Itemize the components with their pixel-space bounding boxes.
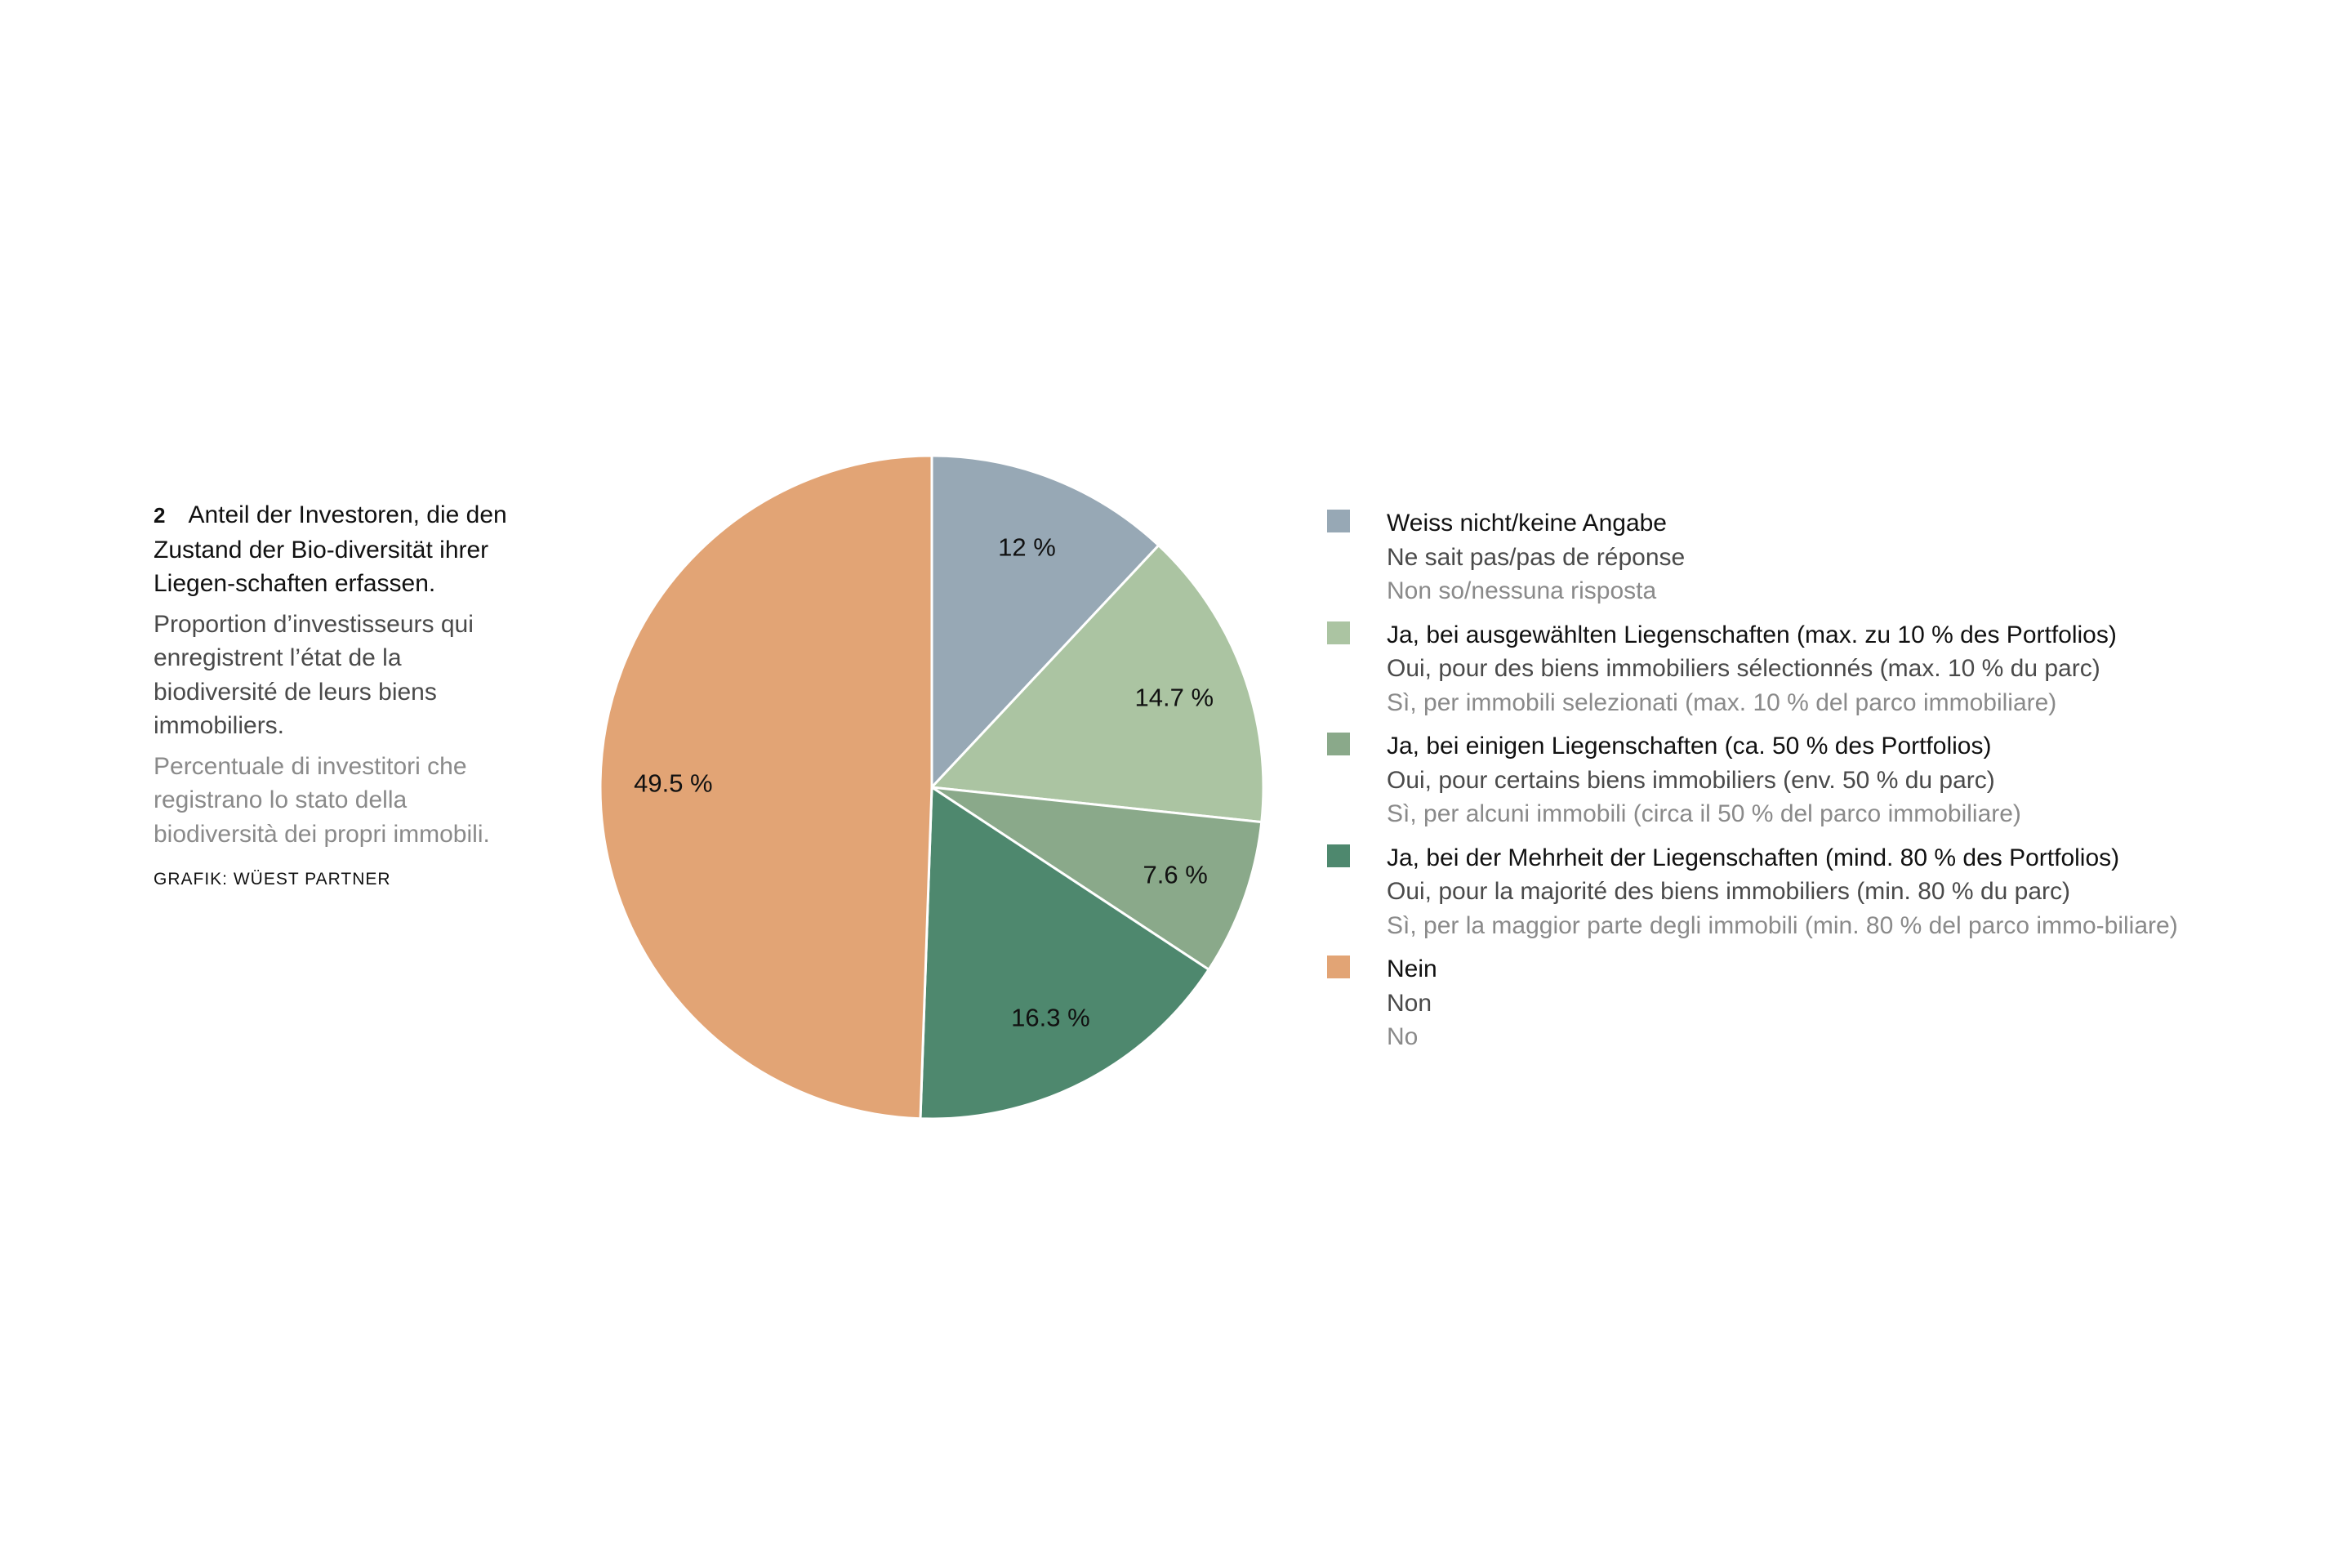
legend-label-de: Ja, bei ausgewählten Liegenschaften (max… [1387,621,2117,648]
legend-item: Weiss nicht/keine Angabe Ne sait pas/pas … [1327,506,2266,608]
legend-swatch [1327,956,1350,978]
legend-item: Nein Non No [1327,952,2266,1054]
slice-data-label: 14.7 % [1135,684,1214,712]
legend-item: Ja, bei einigen Liegenschaften (ca. 50 %… [1327,729,2266,831]
legend-swatch [1327,510,1350,532]
legend-label-fr: Ne sait pas/pas de réponse [1387,543,1686,571]
legend-label-it: Non so/nessuna risposta [1387,577,1657,604]
legend-label-it: No [1387,1023,1419,1050]
slice-data-label: 12 % [998,533,1056,562]
pie-slice-1 [929,543,1265,824]
legend-label-de: Ja, bei der Mehrheit der Liegenschaften … [1387,844,2120,871]
legend: Weiss nicht/keine Angabe Ne sait pas/pas … [1327,506,2266,1064]
source-note: GRAFIK: WÜEST PARTNER [154,870,391,889]
legend-swatch [1327,844,1350,867]
legend-label-fr: Oui, pour des biens immobiliers sélectio… [1387,655,2100,682]
figure-number: 2 [154,503,166,528]
slice-data-label: 49.5 % [634,769,713,798]
legend-label-de: Ja, bei einigen Liegenschaften (ca. 50 %… [1387,733,1992,760]
legend-label-it: Sì, per la maggior parte degli immobili … [1387,911,2178,939]
slice-data-label: 16.3 % [1011,1003,1090,1031]
pie-slice-4 [599,454,933,1120]
pie-slice-3 [919,785,1211,1120]
pie-slice-2 [931,786,1263,972]
caption-title-fr: Proportion d’investisseurs qui enregistr… [154,610,474,740]
slice-data-label: 7.6 % [1143,861,1208,889]
legend-swatch [1327,621,1350,644]
pie-slice-0 [930,454,1160,791]
legend-label-it: Sì, per alcuni immobili (circa il 50 % d… [1387,800,2021,827]
legend-label-fr: Oui, pour certains biens immobiliers (en… [1387,766,1995,794]
legend-item: Ja, bei ausgewählten Liegenschaften (max… [1327,618,2266,720]
legend-label-it: Sì, per immobili selezionati (max. 10 % … [1387,688,2057,716]
caption-title-de: 2 Anteil der Investoren, die den Zustand … [154,501,507,597]
legend-label-de: Weiss nicht/keine Angabe [1387,510,1667,537]
chart-caption: 2 Anteil der Investoren, die den Zustand … [154,498,513,897]
legend-label-fr: Oui, pour la majorité des biens immobili… [1387,878,2070,905]
legend-swatch [1327,733,1350,755]
legend-item: Ja, bei der Mehrheit der Liegenschaften … [1327,841,2266,943]
legend-label-de: Nein [1387,956,1437,982]
caption-title-it: Percentuale di investitori che registran… [154,752,490,848]
legend-label-fr: Non [1387,989,1432,1017]
